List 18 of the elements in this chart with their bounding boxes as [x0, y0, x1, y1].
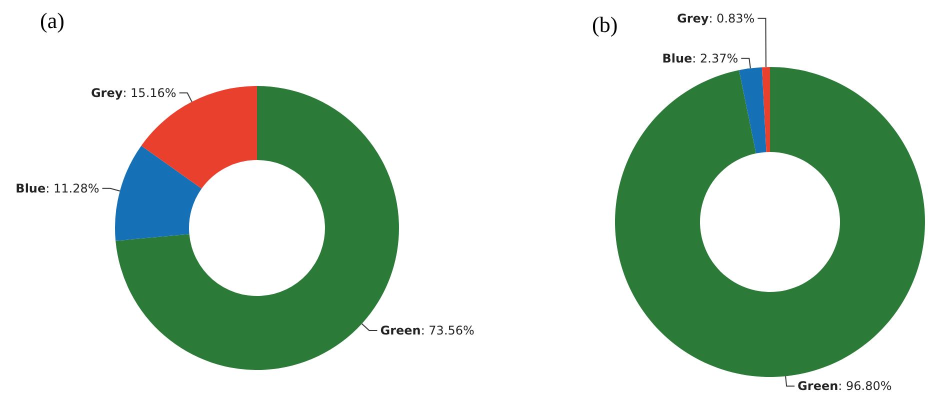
slice-label: Blue: [662, 51, 692, 66]
slice-label: Grey: [676, 11, 709, 26]
chart-title: (b): [592, 12, 618, 37]
slice-label: Grey: [90, 86, 123, 100]
donut-slice: [615, 67, 925, 377]
slice-label: Green: [380, 324, 421, 338]
data-label: : 0.83%: [708, 11, 755, 26]
data-label: : 96.80%: [838, 379, 892, 394]
slice-label: Green: [798, 379, 838, 394]
donut-slice: [762, 67, 770, 152]
data-label: : 2.37%: [692, 51, 738, 66]
data-label: : 15.16%: [122, 86, 176, 100]
data-label: : 11.28%: [46, 181, 100, 196]
slice-label: Blue: [16, 181, 46, 196]
data-label: : 73.56%: [420, 324, 474, 338]
donut-slice: [739, 67, 766, 154]
donut-slice: [115, 146, 202, 241]
chart-title: (a): [40, 8, 64, 33]
